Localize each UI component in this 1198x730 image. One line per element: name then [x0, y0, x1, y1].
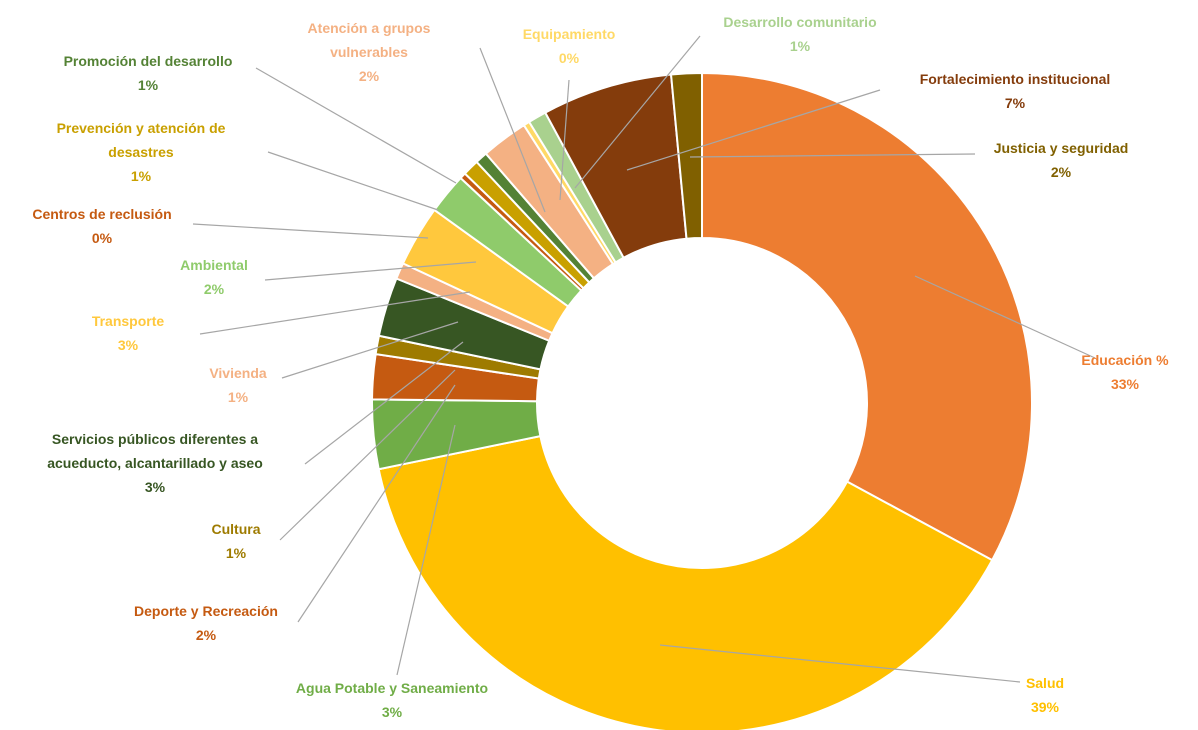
data-label-name: Justicia y seguridad — [994, 140, 1129, 156]
data-label-name: Atención a grupos — [308, 20, 431, 36]
leader-line-10 — [192, 223, 429, 239]
leader-line-9 — [264, 261, 477, 281]
data-label-name: Transporte — [92, 313, 165, 329]
data-label-name: Deporte y Recreación — [134, 603, 278, 619]
data-label-2: Salud 39% — [1026, 675, 1064, 715]
data-label-value: 1% — [131, 168, 152, 184]
data-label-name: Fortalecimiento institucional — [920, 71, 1111, 87]
data-label-name: Vivienda — [209, 365, 267, 381]
data-label-value: 1% — [228, 389, 249, 405]
data-label-11: Prevención y atención de desastres 1% — [57, 120, 226, 184]
data-label-1: Educación % 33% — [1081, 352, 1169, 392]
data-label-7: Vivienda 1% — [209, 365, 267, 405]
data-label-name: Equipamiento — [523, 26, 616, 42]
data-label-value: 1% — [138, 77, 159, 93]
leader-line-16 — [626, 89, 881, 171]
leader-line-4 — [297, 384, 456, 623]
data-label-value: 33% — [1111, 376, 1140, 392]
leader-line-5 — [279, 369, 456, 541]
data-label-value: 1% — [226, 545, 247, 561]
leader-line-8 — [199, 291, 471, 335]
data-label-name: vulnerables — [330, 44, 408, 60]
data-label-6: Servicios públicos diferentes a acueducto… — [47, 431, 263, 495]
slice-1 — [701, 71, 1033, 562]
data-label-3: Agua Potable y Saneamiento 3% — [296, 680, 488, 720]
leader-line-13 — [479, 47, 546, 213]
data-label-value: 0% — [559, 50, 580, 66]
data-label-value: 2% — [196, 627, 217, 643]
data-label-value: 3% — [382, 704, 403, 720]
leader-line-7 — [281, 321, 459, 379]
leader-line-3 — [396, 424, 456, 676]
data-label-value: 1% — [790, 38, 811, 54]
data-label-17: Justicia y seguridad 2% — [994, 140, 1129, 180]
data-label-14: Equipamiento 0% — [523, 26, 616, 66]
slice-2 — [377, 434, 994, 730]
leader-line-6 — [304, 341, 464, 465]
data-label-10: Centros de reclusión 0% — [32, 206, 171, 246]
data-label-name: Servicios públicos diferentes a — [52, 431, 258, 447]
leader-line-14 — [559, 79, 570, 201]
leader-line-17 — [689, 153, 976, 158]
data-label-name: Prevención y atención de — [57, 120, 226, 136]
data-label-value: 2% — [359, 68, 380, 84]
data-label-value: 39% — [1031, 699, 1060, 715]
data-label-4: Deporte y Recreación 2% — [134, 603, 278, 643]
leader-line-2 — [659, 644, 1021, 683]
data-label-value: 0% — [92, 230, 113, 246]
data-labels: Educación % 33% Salud 39% Agua Potable y San… — [32, 14, 1169, 720]
data-label-name: Centros de reclusión — [32, 206, 171, 222]
data-label-name: Salud — [1026, 675, 1064, 691]
data-label-name: desastres — [108, 144, 174, 160]
data-label-name: acueducto, alcantarillado y aseo — [47, 455, 263, 471]
data-label-value: 7% — [1005, 95, 1026, 111]
data-label-name: Agua Potable y Saneamiento — [296, 680, 488, 696]
data-label-5: Cultura 1% — [212, 521, 261, 561]
leader-line-15 — [574, 35, 701, 189]
data-label-value: 3% — [118, 337, 139, 353]
data-label-value: 3% — [145, 479, 166, 495]
data-label-name: Ambiental — [180, 257, 248, 273]
data-label-12: Promoción del desarrollo 1% — [64, 53, 233, 93]
data-label-13: Atención a grupos vulnerables 2% — [308, 20, 431, 84]
data-label-value: 2% — [204, 281, 225, 297]
leader-line-12 — [255, 67, 457, 184]
data-label-9: Ambiental 2% — [180, 257, 248, 297]
donut-slices — [371, 71, 1033, 730]
data-label-name: Promoción del desarrollo — [64, 53, 233, 69]
data-label-name: Educación % — [1081, 352, 1169, 368]
data-label-name: Desarrollo comunitario — [723, 14, 876, 30]
leader-lines — [192, 35, 1096, 683]
leader-line-11 — [267, 151, 439, 211]
data-label-8: Transporte 3% — [92, 313, 165, 353]
data-label-15: Desarrollo comunitario 1% — [723, 14, 876, 54]
leader-line-1 — [914, 275, 1096, 359]
data-label-name: Cultura — [212, 521, 261, 537]
data-label-16: Fortalecimiento institucional 7% — [920, 71, 1111, 111]
slice-17 — [669, 71, 703, 240]
data-label-value: 2% — [1051, 164, 1072, 180]
